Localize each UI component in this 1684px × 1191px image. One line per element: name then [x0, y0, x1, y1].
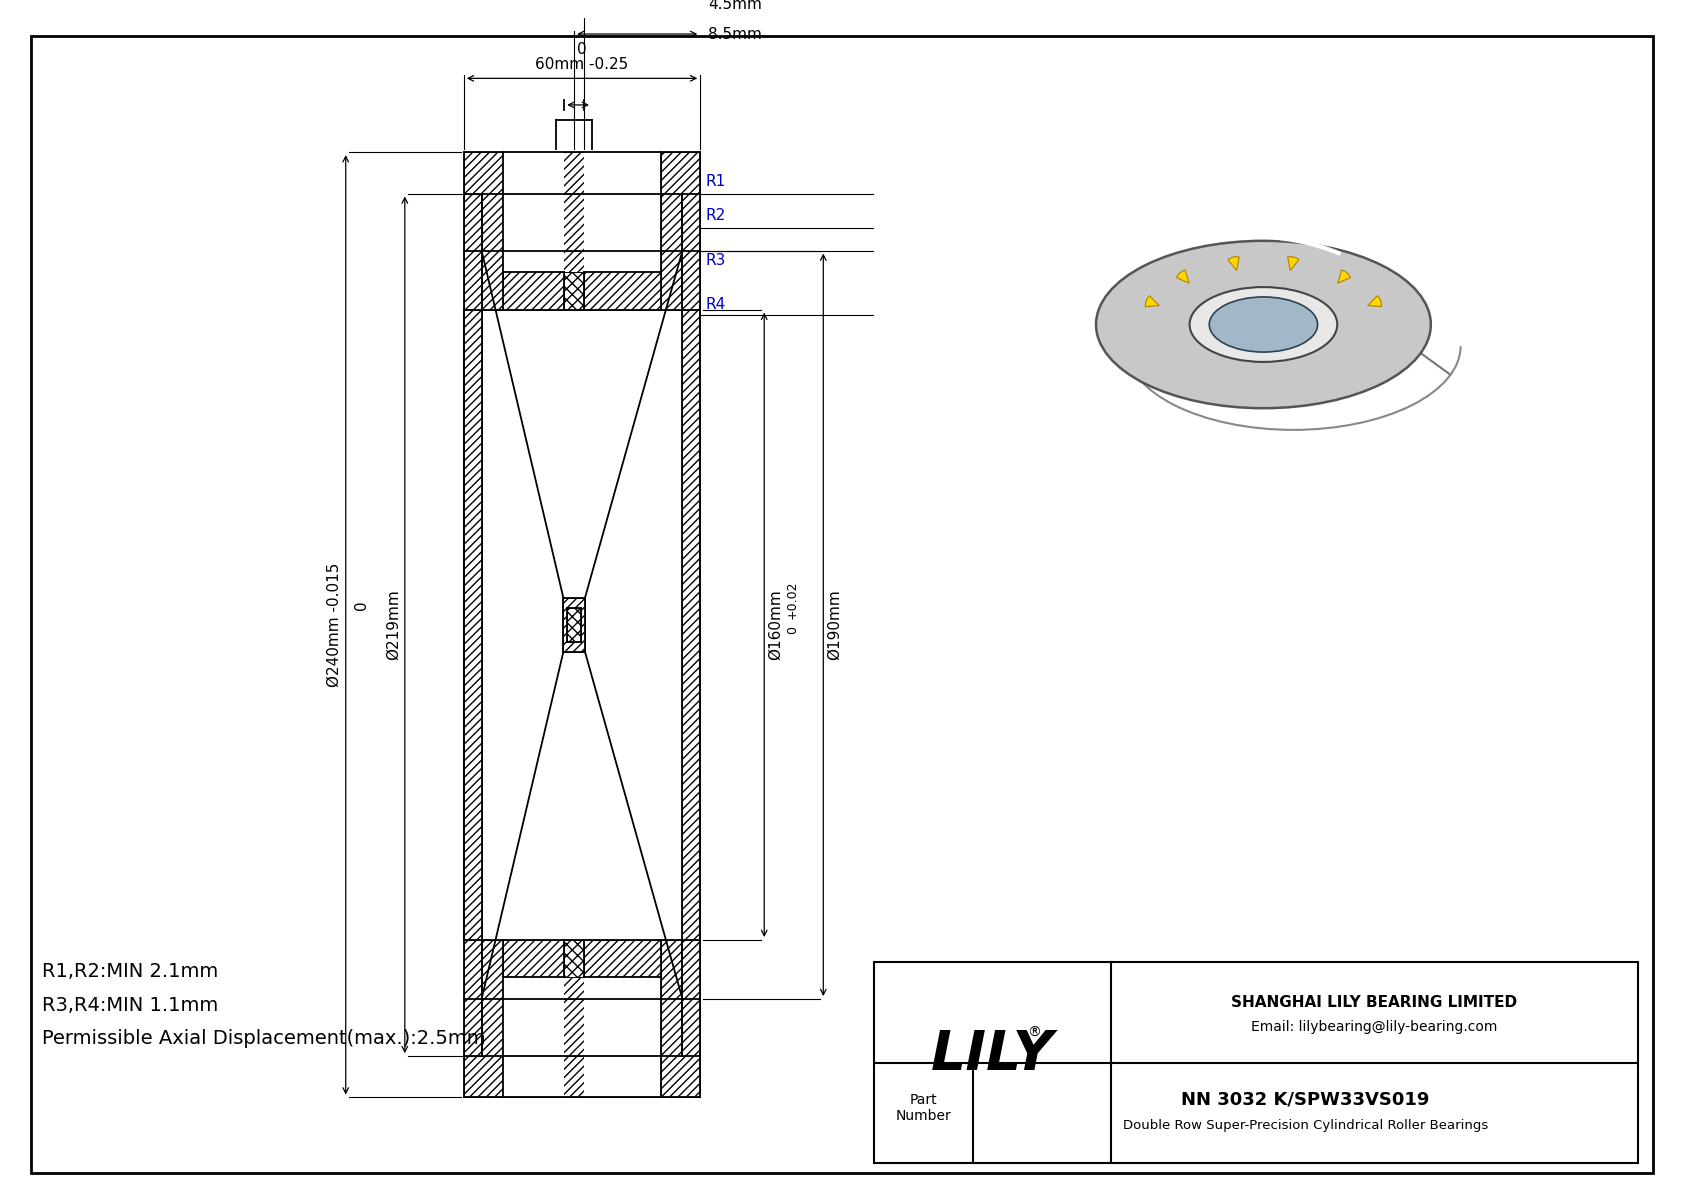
Bar	[463, 194, 482, 1056]
Wedge shape	[1177, 270, 1189, 283]
Bar	[874, 961, 1637, 1164]
Text: +0.02: +0.02	[786, 581, 798, 619]
Bar	[682, 194, 701, 1056]
Text: Double Row Super-Precision Cylindrical Roller Bearings: Double Row Super-Precision Cylindrical R…	[1123, 1118, 1489, 1131]
Text: 8.5mm: 8.5mm	[707, 26, 761, 42]
Bar	[584, 152, 660, 273]
Bar	[568, 607, 581, 642]
Text: 4.5mm: 4.5mm	[707, 0, 761, 12]
Text: R4: R4	[706, 298, 726, 312]
Text: Permissible Axial Displacement(max.):2.5mm: Permissible Axial Displacement(max.):2.5…	[42, 1029, 487, 1048]
Text: Part
Number: Part Number	[896, 1093, 951, 1123]
Text: 0: 0	[578, 42, 586, 57]
Bar	[660, 152, 701, 310]
Bar	[463, 881, 701, 940]
Bar	[463, 940, 504, 1097]
Bar	[463, 152, 701, 194]
Text: SHANGHAI LILY BEARING LIMITED: SHANGHAI LILY BEARING LIMITED	[1231, 994, 1517, 1010]
Text: Ø160mm: Ø160mm	[768, 590, 783, 660]
Wedge shape	[1288, 257, 1298, 270]
Text: 0: 0	[354, 600, 369, 610]
Bar	[463, 194, 701, 250]
Bar	[463, 940, 701, 999]
Text: R2: R2	[706, 207, 726, 223]
Text: R3: R3	[706, 252, 726, 268]
Text: Ø240mm -0.015: Ø240mm -0.015	[327, 562, 342, 687]
Text: Email: lilybearing@lily-bearing.com: Email: lilybearing@lily-bearing.com	[1251, 1019, 1497, 1034]
Bar	[463, 881, 701, 940]
Bar	[463, 250, 701, 310]
Bar	[564, 598, 584, 651]
Bar	[564, 940, 584, 978]
Text: ®: ®	[1027, 1025, 1041, 1040]
Wedge shape	[1367, 295, 1381, 306]
Ellipse shape	[1189, 287, 1337, 362]
Text: R3,R4:MIN 1.1mm: R3,R4:MIN 1.1mm	[42, 996, 219, 1015]
Text: 60mm -0.25: 60mm -0.25	[536, 57, 628, 73]
Text: Ø219mm: Ø219mm	[386, 590, 401, 660]
Bar	[564, 273, 584, 310]
Bar	[504, 978, 564, 1097]
Bar	[660, 940, 701, 1097]
Bar	[504, 152, 564, 273]
Bar	[463, 1056, 701, 1097]
Ellipse shape	[1096, 241, 1431, 409]
Wedge shape	[1228, 257, 1239, 270]
Text: 0: 0	[786, 625, 798, 634]
Text: LILY: LILY	[931, 1028, 1054, 1081]
Bar	[682, 250, 701, 999]
Bar	[463, 999, 701, 1056]
Ellipse shape	[1209, 297, 1317, 353]
Text: R1: R1	[706, 174, 726, 189]
Text: NN 3032 K/SPW33VS019: NN 3032 K/SPW33VS019	[1180, 1091, 1430, 1109]
Text: Ø190mm: Ø190mm	[827, 590, 842, 660]
Wedge shape	[1337, 270, 1351, 283]
Wedge shape	[1145, 295, 1159, 306]
Bar	[463, 152, 504, 310]
Text: R1,R2:MIN 2.1mm: R1,R2:MIN 2.1mm	[42, 962, 219, 981]
Bar	[463, 250, 482, 999]
Bar	[584, 978, 660, 1097]
